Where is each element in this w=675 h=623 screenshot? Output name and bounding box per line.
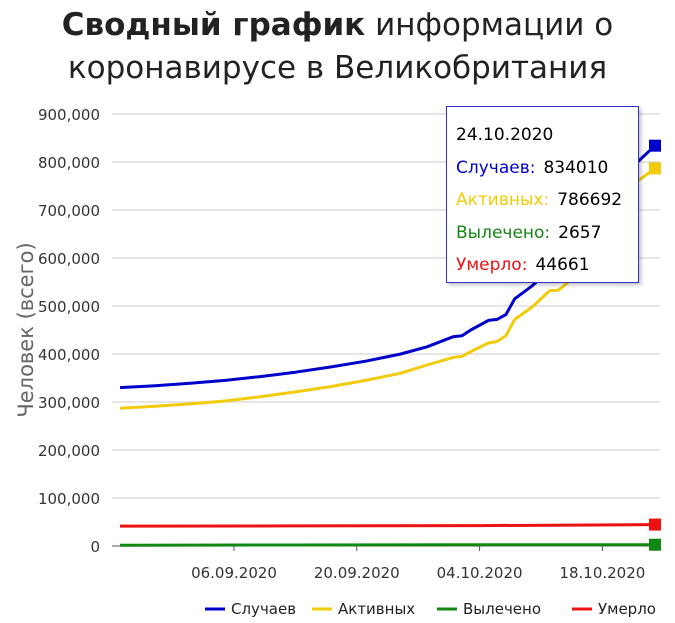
chart-title-line2: коронавирусе в Великобритания bbox=[67, 50, 608, 86]
y-tick-label: 800,000 bbox=[38, 154, 100, 172]
tooltip-value-active: 786692 bbox=[557, 190, 623, 210]
chart-title-bold: Сводный график bbox=[61, 7, 366, 43]
chart-title: Сводный график информации о коронавирусе… bbox=[0, 4, 675, 90]
y-tick-label: 0 bbox=[90, 538, 100, 556]
x-tick-label: 04.10.2020 bbox=[437, 564, 523, 582]
tooltip-value-recovered: 2657 bbox=[558, 222, 602, 243]
y-tick-label: 700,000 bbox=[38, 202, 100, 220]
y-tick-label: 900,000 bbox=[38, 106, 100, 124]
tooltip-label-recovered: Вылечено: bbox=[456, 222, 551, 243]
series-line-2 bbox=[119, 543, 656, 547]
legend-label-2: Вылечено bbox=[463, 600, 541, 618]
tooltip-row-active: Активных: 786692 bbox=[456, 184, 638, 217]
y-tick-label: 100,000 bbox=[38, 490, 100, 508]
chart-tooltip: 24.10.2020 Случаев: 834010 Активных: 78669… bbox=[446, 106, 639, 283]
tooltip-label-active: Активных: bbox=[456, 190, 550, 210]
series-end-marker-2 bbox=[649, 538, 661, 551]
series-end-marker-0 bbox=[649, 139, 661, 152]
legend-label-3: Умерло bbox=[598, 600, 656, 618]
legend-label-0: Случаев bbox=[231, 600, 296, 618]
tooltip-row-recovered: Вылечено: 2657 bbox=[456, 217, 638, 250]
series-end-marker-1 bbox=[649, 162, 661, 175]
y-tick-label: 200,000 bbox=[38, 442, 100, 460]
chart-title-rest: информации о bbox=[375, 7, 614, 43]
y-tick-label: 300,000 bbox=[38, 394, 100, 412]
tooltip-row-deaths: Умерло: 44661 bbox=[456, 249, 638, 282]
series-end-marker-3 bbox=[649, 518, 661, 531]
tooltip-label-deaths: Умерло: bbox=[456, 255, 528, 275]
y-tick-label: 500,000 bbox=[38, 298, 100, 316]
x-tick-label: 20.09.2020 bbox=[314, 564, 400, 582]
x-tick-label: 06.09.2020 bbox=[191, 564, 277, 582]
tooltip-row-cases: Случаев: 834010 bbox=[456, 152, 638, 185]
y-axis-label: Человек (всего) bbox=[14, 242, 38, 417]
tooltip-label-cases: Случаев: bbox=[456, 157, 536, 178]
series-line-3 bbox=[119, 523, 656, 528]
x-tick-label: 18.10.2020 bbox=[559, 564, 645, 582]
y-tick-label: 600,000 bbox=[38, 250, 100, 268]
tooltip-value-cases: 834010 bbox=[543, 157, 609, 178]
tooltip-value-deaths: 44661 bbox=[535, 255, 590, 275]
y-tick-label: 400,000 bbox=[38, 346, 100, 364]
legend-label-1: Активных bbox=[338, 600, 415, 618]
tooltip-date: 24.10.2020 bbox=[456, 125, 554, 145]
